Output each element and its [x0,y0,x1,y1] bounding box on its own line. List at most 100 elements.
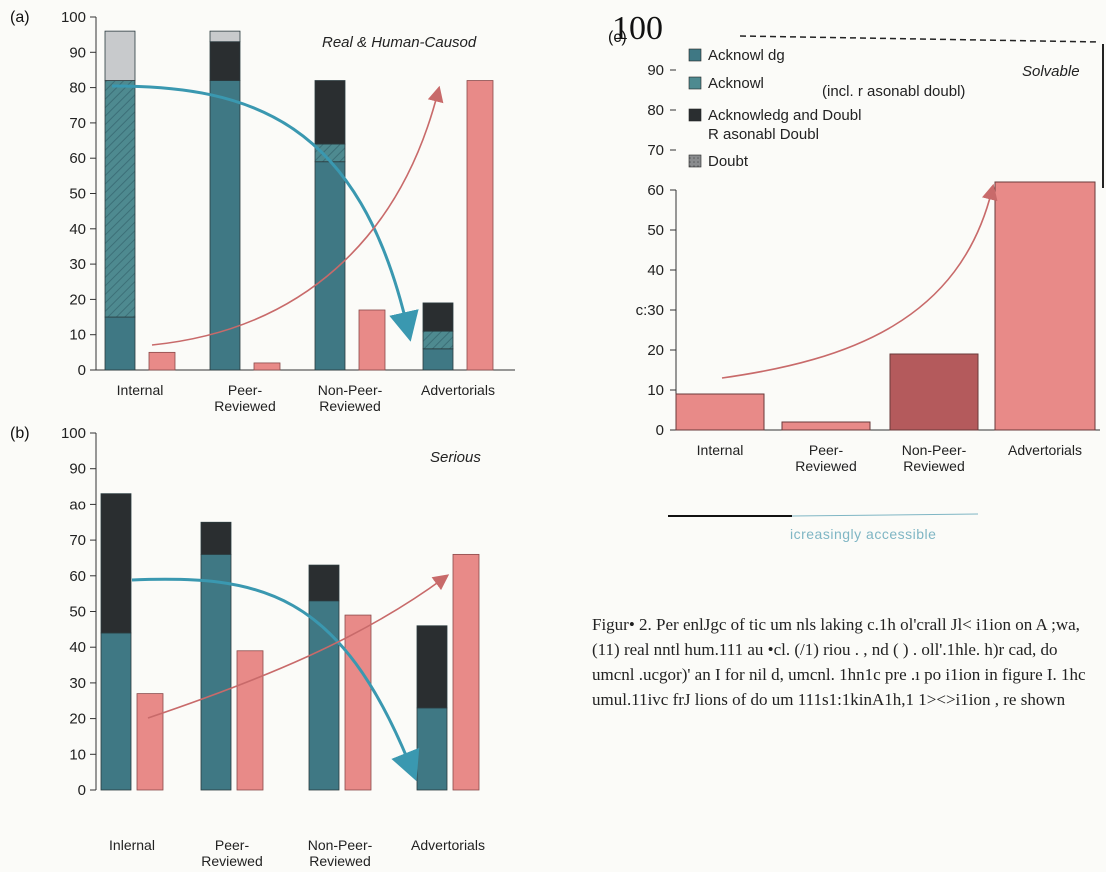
category-label: Advertorials [411,837,485,853]
y-tick-label: 60 [69,568,86,585]
panel-c-axis-max: 100 [612,10,663,47]
panel-b-title: Serious [430,449,481,466]
y-tick-label: 70 [69,115,86,132]
cumulative-bar [236,650,264,791]
y-tick-label: c:30 [636,302,664,319]
category-label: Reviewed [319,398,380,414]
panel-c-bars [675,181,1096,431]
panel-c-accessibility-line-faded [791,513,979,517]
category-label: Reviewed [214,398,275,414]
y-tick-label: 100 [61,425,86,442]
stacked-bar-segment [100,493,132,634]
y-tick-label: 40 [647,262,664,279]
category-label: Reviewed [903,458,964,474]
y-tick-label: 10 [69,746,86,763]
legend-swatch [688,108,702,122]
stacked-bar-segment [104,80,136,318]
stacked-bar-segment [104,30,136,81]
stacked-bar-segment [104,316,136,371]
y-tick-label: 40 [69,221,86,238]
panel-b-bars [100,493,480,791]
panel-c-increasing-arrow [721,183,998,379]
panel-a-decreasing-arrow [111,84,419,342]
y-tick-label: 70 [69,532,86,549]
y-tick-label: 80 [69,80,86,97]
y-tick-label: 20 [69,291,86,308]
y-tick-label: 60 [69,150,86,167]
y-tick-label: 20 [69,711,86,728]
y-tick-label: 70 [647,142,664,159]
y-tick-label: 20 [647,342,664,359]
y-tick-label: 100 [61,9,86,26]
category-label: Inlernal [109,837,155,853]
legend-label: Doubt [708,153,749,170]
y-tick-label: 50 [69,604,86,621]
legend-swatch [688,154,702,168]
bar [889,353,979,431]
panel-a-title: Real & Human-Causod [322,34,477,51]
legend-label: Acknowledg and Doubl [708,107,861,124]
stacked-bar-segment [422,330,454,350]
y-tick-label: 30 [69,256,86,273]
category-label: Non-Peer- [318,382,383,398]
stacked-bar-segment [416,707,448,791]
y-tick-label: 50 [69,186,86,203]
bar [675,393,765,431]
panel-b-increasing-arrow [147,574,450,719]
stacked-bar-segment [416,625,448,709]
category-label: Advertorials [421,382,495,398]
bar [994,181,1096,431]
panel-b-categories: Inlernal Peer-ReviewedNon-Peer-ReviewedAd… [109,837,485,869]
y-tick-label: 50 [647,222,664,239]
y-tick-label: 0 [78,782,86,799]
y-tick-label: 80 [647,102,664,119]
y-tick-label: 90 [69,44,86,61]
category-label: Internal [117,382,164,398]
category-label: Non-Peer- [308,837,373,853]
category-label: Internal [697,442,744,458]
stacked-bar-segment [100,632,132,791]
y-tick-label: 90 [647,62,664,79]
stacked-bar-segment [209,80,241,371]
stacked-bar-segment [308,600,340,791]
stacked-bar-segment [200,521,232,555]
category-label: Peer- [215,837,250,853]
panel-b-decreasing-arrow [131,577,420,782]
panel-c-top-line [739,35,1101,43]
cumulative-bar [466,80,494,371]
legend-label: Acknowl dg [708,47,785,64]
panel-a-categories: Internal Peer-ReviewedNon-Peer-ReviewedAd… [117,382,495,414]
stacked-bar-segment [422,302,454,332]
category-label: Reviewed [309,853,370,869]
legend-label-extra: (incl. r asonabl doubl) [822,83,965,100]
panel-c-categories: Internal Peer-ReviewedNon-Peer-ReviewedAd… [697,442,1082,474]
panel-a-increasing-arrow [151,85,444,346]
stacked-bar-segment [209,41,241,81]
bar [781,421,871,431]
category-label: Peer- [228,382,263,398]
y-tick-label: 10 [69,327,86,344]
legend-label-line2: R asonabl Doubl [708,126,819,143]
accessibility-note: icreasingly accessible [790,526,937,542]
y-tick-label: 0 [78,362,86,379]
y-tick-label: ao [69,496,86,513]
category-label: Peer- [809,442,844,458]
panel-c-y-axis: 90 80 70 60 50 40 c:30 20 10 0 [636,62,1100,439]
stacked-bar-segment [422,348,454,371]
category-label: Reviewed [201,853,262,869]
cumulative-bar [136,693,164,791]
stacked-bar-segment [308,564,340,602]
panel-a-bars [104,30,494,371]
category-label: Non-Peer- [902,442,967,458]
panel-b-label: (b) [10,425,30,442]
stacked-bar-segment [200,553,232,791]
category-label: Advertorials [1008,442,1082,458]
cumulative-bar [358,309,386,371]
panel-c-legend: Acknowl dg Acknowl (incl. r asonabl doubl)… [688,47,965,170]
y-tick-label: 30 [69,675,86,692]
